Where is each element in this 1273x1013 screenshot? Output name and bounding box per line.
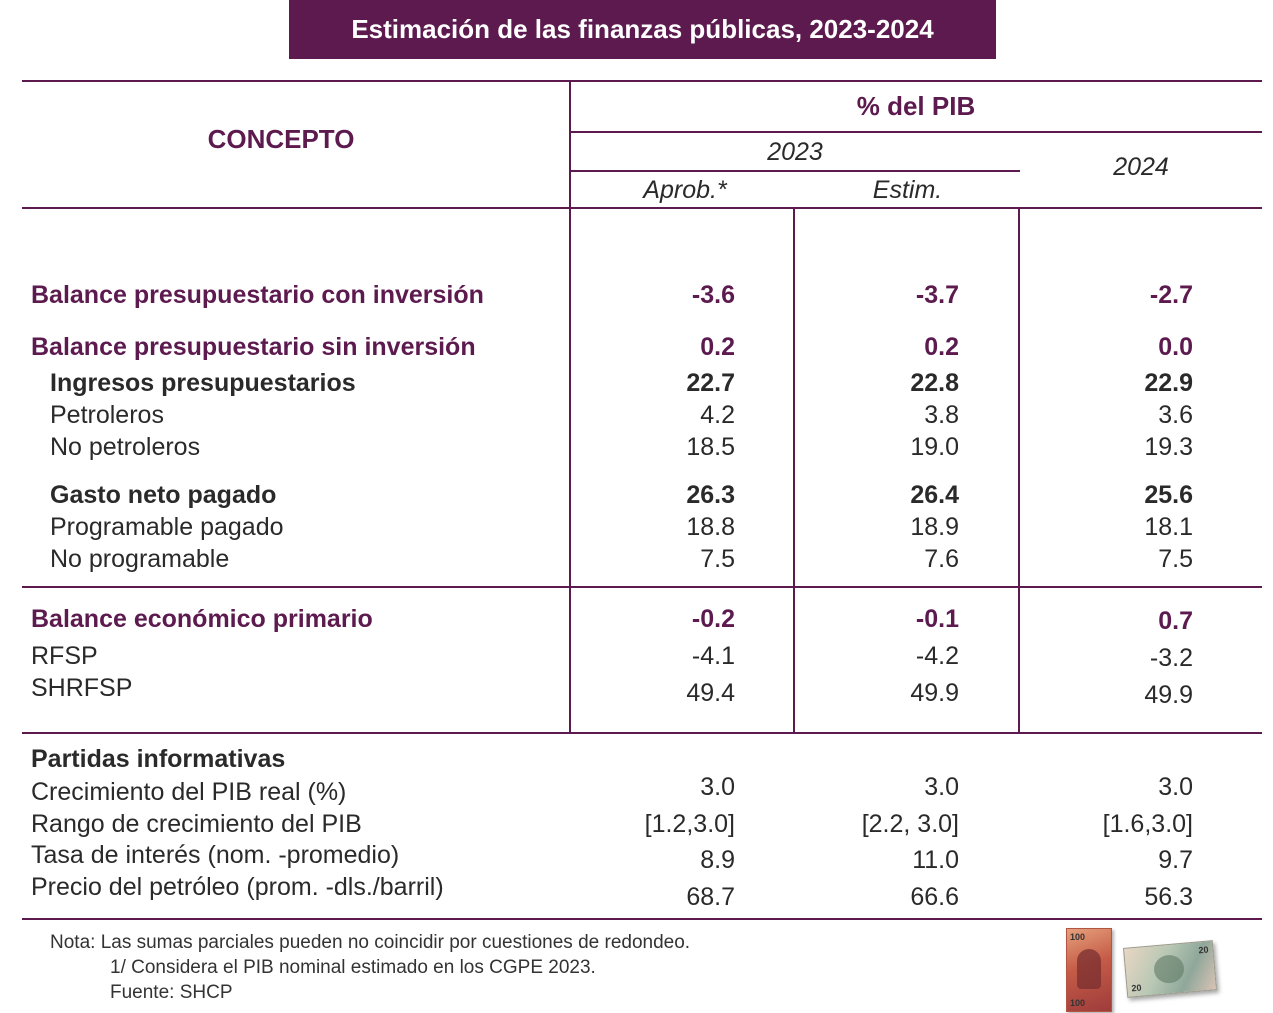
row-value-aprob: 3.0 [700,773,735,801]
row-value-aprob: 18.5 [686,433,735,461]
note-text: Nota: Las sumas parciales pueden no coin… [50,932,691,953]
row-value-2024: 25.6 [1144,481,1193,509]
row-value-2024: 7.5 [1158,545,1193,573]
row-value-estim: 3.0 [924,773,959,801]
row-value-estim: -0.1 [915,605,959,633]
row-label: SHRFSP [31,674,133,702]
row-value-aprob: 22.7 [686,369,735,397]
row-value-2024: -3.2 [1149,644,1193,672]
banknote-value-label: 20 [1131,982,1142,994]
page-title: Estimación de las finanzas públicas, 202… [289,0,996,59]
footnote-text: 1/ Considera el PIB nominal estimado en … [110,957,596,978]
source-text: Fuente: SHCP [110,982,233,1003]
row-label: Rango de crecimiento del PIB [31,810,362,838]
year-2023-rule [570,170,1020,172]
row-value-estim: 19.0 [910,433,959,461]
banknote-value-label: 100 [1070,998,1086,1008]
row-value-aprob: 49.4 [686,679,735,707]
year-2023-header: 2023 [767,138,823,166]
pct-header-rule [570,131,1262,133]
row-value-aprob: 7.5 [700,545,735,573]
row-value-2024: -2.7 [1149,281,1193,309]
row-value-aprob: 18.8 [686,513,735,541]
row-value-aprob: 4.2 [700,401,735,429]
banknote-value-label: 100 [1070,932,1086,942]
table-bottom-rule [22,918,1262,920]
row-label: Petroleros [50,401,164,429]
row-value-2024: 49.9 [1144,681,1193,709]
row-value-estim: -3.7 [915,281,959,309]
row-value-estim: [2.2, 3.0] [861,810,959,838]
row-value-aprob: -3.6 [691,281,735,309]
row-label: Balance presupuestario con inversión [31,281,484,309]
row-value-estim: 18.9 [910,513,959,541]
row-value-2024: 3.6 [1158,401,1193,429]
row-value-2024: 0.0 [1158,333,1193,361]
row-value-estim: 22.8 [910,369,959,397]
row-value-aprob: [1.2,3.0] [644,810,735,838]
banknote-100-image: 100 100 [1066,928,1112,1012]
row-value-estim: 66.6 [910,883,959,911]
section-rule-2 [22,732,1262,734]
row-value-aprob: 0.2 [700,333,735,361]
row-value-2024: 9.7 [1158,846,1193,874]
table-top-rule [22,80,1262,82]
row-value-aprob: 68.7 [686,883,735,911]
aprob-header: Aprob.* [643,176,727,204]
row-value-aprob: -4.1 [691,642,735,670]
row-label: Programable pagado [50,513,284,541]
row-value-estim: 3.8 [924,401,959,429]
row-label: Balance económico primario [31,605,373,633]
row-label: Tasa de interés (nom. -promedio) [31,841,400,869]
column-divider-estim [793,207,795,732]
row-label: Precio del petróleo (prom. -dls./barril) [31,873,444,901]
row-value-2024: 0.7 [1158,607,1193,635]
row-label: Ingresos presupuestarios [50,369,356,397]
row-label: No programable [50,545,230,573]
year-2024-header: 2024 [1113,153,1169,181]
row-label: Balance presupuestario sin inversión [31,333,476,361]
row-value-2024: 3.0 [1158,773,1193,801]
section-rule-1 [22,586,1262,588]
row-value-estim: 7.6 [924,545,959,573]
row-label: Gasto neto pagado [50,481,277,509]
banknote-portrait-icon [1077,949,1101,989]
row-value-estim: -4.2 [915,642,959,670]
row-value-aprob: -0.2 [691,605,735,633]
row-value-estim: 0.2 [924,333,959,361]
row-label: Crecimiento del PIB real (%) [31,778,347,806]
row-value-estim: 26.4 [910,481,959,509]
pct-pib-header: % del PIB [856,91,976,121]
row-value-aprob: 26.3 [686,481,735,509]
row-value-2024: 19.3 [1144,433,1193,461]
row-value-2024: [1.6,3.0] [1102,810,1193,838]
row-value-2024: 22.9 [1144,369,1193,397]
column-divider-2024 [1018,207,1020,732]
row-label: RFSP [31,642,98,670]
row-value-estim: 49.9 [910,679,959,707]
header-bottom-rule [22,207,1262,209]
row-value-estim: 11.0 [912,846,959,874]
estim-header: Estim. [872,176,943,204]
concepto-header: CONCEPTO [207,124,355,154]
column-divider-concepto [569,80,571,732]
row-value-2024: 56.3 [1144,883,1193,911]
banknote-value-label: 20 [1198,944,1209,956]
row-label: No petroleros [50,433,201,461]
row-value-2024: 18.1 [1144,513,1193,541]
banknote-emblem-icon [1152,953,1186,985]
row-value-aprob: 8.9 [700,846,735,874]
partidas-heading: Partidas informativas [31,745,286,773]
banknote-20-image: 20 20 [1122,940,1218,998]
